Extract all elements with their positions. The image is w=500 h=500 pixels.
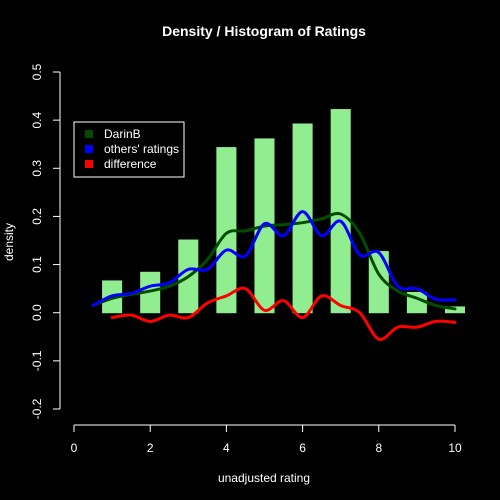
y-axis-label: density [2,223,16,261]
y-tick-label: 0.0 [30,304,44,321]
x-axis-label: unadjusted rating [218,471,310,485]
x-tick-label: 8 [375,441,382,455]
y-tick-label: 0.5 [30,63,44,80]
x-tick-label: 6 [299,441,306,455]
density-lines [91,210,457,341]
histogram-bar [292,123,313,314]
line-others-ratings [91,210,457,307]
y-tick-label: 0.1 [30,256,44,273]
legend-swatch-difference [85,160,93,168]
histogram-bars [102,109,466,314]
legend-box [73,121,185,178]
y-tick-label: 0.4 [30,111,44,128]
x-tick-label: 0 [71,441,78,455]
x-tick-label: 10 [448,441,462,455]
y-tick-label: 0.3 [30,160,44,177]
line-darinb [91,211,457,311]
legend-label-difference: difference [104,157,157,171]
legend-label-others: others' ratings [104,142,179,156]
x-tick-label: 2 [147,441,154,455]
x-tick-label: 4 [223,441,230,455]
y-tick-label: -0.1 [30,350,44,371]
axes: 0 2 4 6 8 10 -0.2 -0.1 0.0 0.1 0.2 0.3 0.4 0.5 [30,63,462,455]
legend-swatch-others [85,145,93,153]
line-difference [110,286,457,341]
histogram-bar [330,109,351,314]
legend-swatch-darinb [85,130,93,138]
y-tick-label: 0.2 [30,208,44,225]
y-tick-label: -0.2 [30,398,44,419]
legend-label-darinb: DarinB [104,127,141,141]
legend: DarinB others' ratings difference [73,121,185,178]
chart-title: Density / Histogram of Ratings [162,23,366,39]
